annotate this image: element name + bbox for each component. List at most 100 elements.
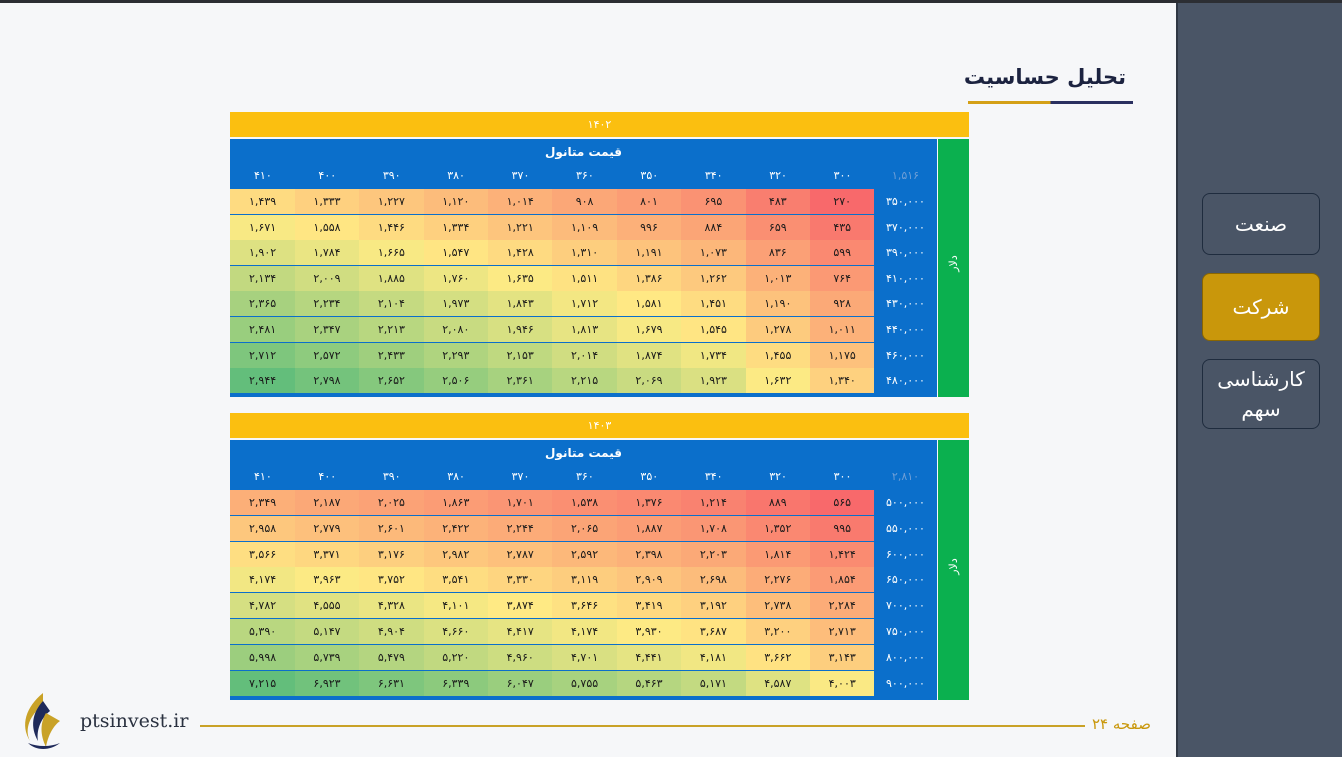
table-cell: ۳,۵۶۶ <box>230 541 295 567</box>
table-cell: ۴,۱۰۱ <box>423 593 488 619</box>
table-cell: ۲,۰۲۵ <box>359 490 424 515</box>
table-cell: ۱,۲۷۸ <box>745 317 810 342</box>
row-header: ۵۵۰,۰۰۰ <box>874 515 937 541</box>
table-cell: ۲,۹۰۹ <box>616 567 682 593</box>
table-cell: ۱,۷۰۱ <box>488 490 553 515</box>
table-cell: ۱,۸۱۳ <box>552 317 617 342</box>
table-cell: ۹۲۸ <box>810 291 875 317</box>
table-cell: ۵۶۵ <box>810 490 875 515</box>
table-cell: ۱,۱۲۰ <box>423 189 488 214</box>
table-cell: ۱,۶۶۵ <box>359 240 424 266</box>
table-cell: ۲,۹۵۸ <box>230 515 295 541</box>
column-header: ۴۱۰ <box>254 169 272 182</box>
table-cell: ۳,۶۶۲ <box>745 644 810 670</box>
table-row: ۵۵۰,۰۰۰ ۹۹۵ ۱,۳۵۲ ۱,۷۰۸ ۱,۸۸۷ ۲,۰۶۵ ۲,۲۴۴ ۲,۴۲۲… <box>230 515 937 541</box>
table-cell: ۱,۴۲۸ <box>488 240 553 266</box>
table-cell: ۱,۶۷۱ <box>230 214 295 240</box>
table-cell: ۱,۳۳۳ <box>294 189 360 214</box>
table-row: ۸۰۰,۰۰۰ ۳,۱۴۳ ۳,۶۶۲ ۴,۱۸۱ ۴,۴۴۱ ۴,۷۰۱ ۴,۹۶۰ ۵,۲… <box>230 644 937 670</box>
table-cell: ۲,۰۸۰ <box>423 317 488 342</box>
table-cell: ۱,۹۰۲ <box>230 240 295 266</box>
table-cell: ۲,۲۳۴ <box>294 291 360 317</box>
table-cell: ۱,۰۱۴ <box>488 189 553 214</box>
table-cell: ۲,۹۸۲ <box>423 541 488 567</box>
table-cell: ۱,۱۹۱ <box>616 240 682 266</box>
table-cell: ۱,۹۷۳ <box>423 291 488 317</box>
table-cell: ۲,۳۹۸ <box>616 541 682 567</box>
table-row: ۶۰۰,۰۰۰ ۱,۴۲۴ ۱,۸۱۴ ۲,۲۰۳ ۲,۳۹۸ ۲,۵۹۲ ۲,۷۸۷ ۲,۹… <box>230 541 937 567</box>
table-cell: ۳,۴۱۹ <box>616 593 682 619</box>
table-cell: ۱,۴۵۵ <box>745 342 810 368</box>
table-cell: ۲,۳۶۱ <box>488 368 553 394</box>
table-row: ۳۹۰,۰۰۰ ۵۹۹ ۸۳۶ ۱,۰۷۳ ۱,۱۹۱ ۱,۳۱۰ ۱,۴۲۸ ۱,۵۴۷ ۱,… <box>230 240 937 266</box>
sidebar-item-industry[interactable]: صنعت <box>1202 193 1320 255</box>
sidebar-item-company[interactable]: شرکت <box>1202 273 1320 341</box>
table-cell: ۲,۱۸۷ <box>294 490 360 515</box>
row-header: ۳۵۰,۰۰۰ <box>874 189 937 214</box>
table-cell: ۱,۲۲۷ <box>359 189 424 214</box>
table-cell: ۱,۵۴۵ <box>681 317 746 342</box>
column-header: ۳۸۰ <box>447 169 465 182</box>
table-cell: ۴,۴۱۷ <box>488 619 553 644</box>
table-cell: ۵,۷۳۹ <box>294 644 360 670</box>
table-cell: ۱,۴۲۴ <box>810 541 875 567</box>
table-cell: ۲,۰۶۵ <box>552 515 617 541</box>
table-cell: ۲,۷۱۲ <box>230 342 295 368</box>
table-cell: ۳,۶۴۶ <box>552 593 617 619</box>
table-cell: ۱,۳۷۶ <box>616 490 682 515</box>
page-number: صفحه ۲۴ <box>1092 715 1151 733</box>
table-cell: ۱,۹۲۳ <box>681 368 746 394</box>
table-cell: ۲,۴۲۲ <box>423 515 488 541</box>
table-cell: ۲,۲۱۵ <box>552 368 617 394</box>
table-cell: ۱,۶۷۹ <box>616 317 682 342</box>
table-cell: ۲,۱۳۴ <box>230 265 295 291</box>
company-logo <box>25 693 60 749</box>
column-header: ۳۵۰ <box>640 470 659 483</box>
table-cell: ۲,۲۴۴ <box>488 515 553 541</box>
table-cell: ۲,۵۹۲ <box>552 541 617 567</box>
table-cell: ۱,۷۰۸ <box>681 515 746 541</box>
column-header: ۳۷۰ <box>511 470 530 483</box>
table-cell: ۲,۳۶۵ <box>230 291 295 317</box>
column-header: ۳۵۰ <box>640 169 659 182</box>
year-header: ۱۴۰۳ <box>230 413 969 438</box>
table-cell: ۱,۴۴۶ <box>359 214 424 240</box>
table-cell: ۱,۳۳۴ <box>423 214 488 240</box>
table-cell: ۸۳۶ <box>745 240 810 266</box>
row-header: ۶۵۰,۰۰۰ <box>874 567 937 593</box>
column-header-row: ۱,۵۱۶ ۳۰۰ ۳۲۰ ۳۴۰ ۳۵۰ ۳۶۰ ۳۷۰ ۳۸۰ ۳۹۰ ۴۰۰ ۴۱۰ <box>230 163 937 189</box>
table-cell: ۵,۴۷۹ <box>359 644 424 670</box>
table-cell: ۲,۴۳۳ <box>359 342 424 368</box>
website-url[interactable]: ptsinvest.ir <box>80 710 189 732</box>
table-cell: ۲۷۰ <box>810 189 875 214</box>
table-cell: ۲,۳۴۹ <box>230 490 295 515</box>
table-row: ۴۱۰,۰۰۰ ۷۶۴ ۱,۰۱۳ ۱,۲۶۲ ۱,۳۸۶ ۱,۵۱۱ ۱,۶۳۵ ۱,۷۶۰… <box>230 265 937 291</box>
table-cell: ۴,۰۰۳ <box>810 670 875 696</box>
corner-value: ۲,۸۱۰ <box>891 470 920 483</box>
table-cell: ۱,۴۳۹ <box>230 189 295 214</box>
row-header: ۴۱۰,۰۰۰ <box>874 265 937 291</box>
column-header: ۳۸۰ <box>447 470 465 483</box>
table-row: ۶۵۰,۰۰۰ ۱,۸۵۴ ۲,۲۷۶ ۲,۶۹۸ ۲,۹۰۹ ۳,۱۱۹ ۳,۳۳۰ ۳,۵… <box>230 567 937 593</box>
table-cell: ۲,۴۸۱ <box>230 317 295 342</box>
table-cell: ۱,۰۷۳ <box>681 240 746 266</box>
column-header: ۴۱۰ <box>254 470 272 483</box>
row-header: ۶۰۰,۰۰۰ <box>874 541 937 567</box>
year-header: ۱۴۰۲ <box>230 112 969 137</box>
sidebar-item-stock-analysis[interactable]: کارشناسی سهم <box>1202 359 1320 429</box>
table-cell: ۹۹۶ <box>616 214 682 240</box>
table-cell: ۴,۵۸۷ <box>745 670 810 696</box>
table-cell: ۲,۱۵۳ <box>488 342 553 368</box>
column-axis-title: قیمت متانول <box>545 446 622 460</box>
table-cell: ۱,۲۱۴ <box>681 490 746 515</box>
table-cell: ۲,۵۰۶ <box>423 368 488 394</box>
table-cell: ۲,۰۰۹ <box>294 265 360 291</box>
table-cell: ۲,۷۱۳ <box>810 619 875 644</box>
column-header: ۳۴۰ <box>704 169 723 182</box>
table-cell: ۲,۲۸۴ <box>810 593 875 619</box>
table-cell: ۶۹۵ <box>681 189 746 214</box>
column-header-row: ۲,۸۱۰ ۳۰۰ ۳۲۰ ۳۴۰ ۳۵۰ ۳۶۰ ۳۷۰ ۳۸۰ ۳۹۰ ۴۰۰ ۴۱۰ <box>230 464 937 490</box>
row-header: ۴۸۰,۰۰۰ <box>874 368 937 394</box>
table-cell: ۱,۶۳۲ <box>745 368 810 394</box>
